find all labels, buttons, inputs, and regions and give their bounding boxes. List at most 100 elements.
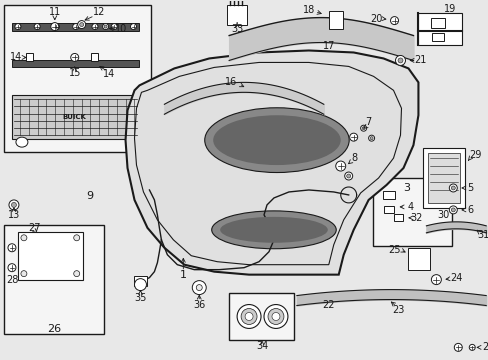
Text: 17: 17 xyxy=(322,41,334,50)
Bar xyxy=(372,178,451,246)
Text: 14: 14 xyxy=(102,69,115,80)
Text: 15: 15 xyxy=(68,68,81,78)
Circle shape xyxy=(192,281,206,294)
Text: 5: 5 xyxy=(466,183,472,193)
Circle shape xyxy=(8,244,16,252)
Text: 2: 2 xyxy=(481,342,488,352)
Bar xyxy=(431,32,444,41)
Circle shape xyxy=(78,21,85,28)
Circle shape xyxy=(448,206,456,214)
Bar xyxy=(18,232,82,280)
Circle shape xyxy=(344,172,352,180)
Circle shape xyxy=(369,137,372,140)
Circle shape xyxy=(15,24,21,30)
Circle shape xyxy=(368,135,374,141)
Text: 28: 28 xyxy=(6,275,18,285)
Text: 1: 1 xyxy=(180,270,186,280)
Circle shape xyxy=(74,235,80,241)
Bar xyxy=(328,11,342,28)
Text: 3: 3 xyxy=(402,183,409,193)
Text: 20: 20 xyxy=(369,14,382,24)
Circle shape xyxy=(395,55,405,66)
Text: 9: 9 xyxy=(86,191,93,201)
Circle shape xyxy=(34,24,40,30)
Text: 31: 31 xyxy=(476,230,488,240)
Text: 7: 7 xyxy=(365,117,371,127)
Ellipse shape xyxy=(211,211,336,249)
Text: 23: 23 xyxy=(391,305,404,315)
Polygon shape xyxy=(125,50,418,275)
Bar xyxy=(4,5,151,152)
Bar xyxy=(423,148,464,208)
Bar xyxy=(91,54,98,62)
Circle shape xyxy=(8,264,16,272)
Circle shape xyxy=(450,208,454,212)
Bar xyxy=(407,248,429,270)
Bar xyxy=(12,95,139,139)
Circle shape xyxy=(104,25,107,28)
Ellipse shape xyxy=(220,217,327,243)
Bar xyxy=(418,13,461,45)
Text: 11: 11 xyxy=(49,6,61,17)
Circle shape xyxy=(74,271,80,276)
Circle shape xyxy=(134,279,146,291)
Bar xyxy=(383,206,393,213)
Circle shape xyxy=(468,345,474,350)
Ellipse shape xyxy=(204,108,348,172)
Bar xyxy=(430,18,445,28)
Circle shape xyxy=(450,186,454,190)
Circle shape xyxy=(71,54,79,62)
Bar xyxy=(26,54,33,62)
Text: 19: 19 xyxy=(443,4,455,14)
Circle shape xyxy=(130,24,136,30)
Circle shape xyxy=(349,133,357,141)
Circle shape xyxy=(397,58,402,63)
Circle shape xyxy=(264,305,287,328)
Text: 14: 14 xyxy=(10,53,22,62)
Text: 25: 25 xyxy=(387,245,400,255)
Circle shape xyxy=(80,23,83,27)
Circle shape xyxy=(196,285,202,291)
Text: 27: 27 xyxy=(29,223,41,233)
Text: 26: 26 xyxy=(47,324,61,334)
Text: 34: 34 xyxy=(255,341,267,351)
Circle shape xyxy=(51,23,59,31)
Circle shape xyxy=(9,200,19,210)
Circle shape xyxy=(244,312,252,320)
Circle shape xyxy=(362,127,365,130)
Circle shape xyxy=(448,184,456,192)
Circle shape xyxy=(241,309,257,324)
Circle shape xyxy=(102,24,108,30)
Circle shape xyxy=(335,161,345,171)
Ellipse shape xyxy=(16,137,28,147)
Ellipse shape xyxy=(213,115,340,165)
Text: 10: 10 xyxy=(115,23,127,33)
Circle shape xyxy=(11,202,17,207)
Circle shape xyxy=(111,24,117,30)
Circle shape xyxy=(237,305,261,328)
Bar xyxy=(227,5,246,24)
Bar xyxy=(382,191,394,199)
Circle shape xyxy=(271,312,280,320)
Circle shape xyxy=(53,24,60,30)
Text: 16: 16 xyxy=(224,77,237,87)
Text: 35: 35 xyxy=(134,293,146,302)
Circle shape xyxy=(430,275,441,285)
Bar xyxy=(393,214,403,221)
Text: 29: 29 xyxy=(468,150,480,160)
Circle shape xyxy=(360,125,366,131)
Text: 22: 22 xyxy=(322,300,334,310)
Bar xyxy=(229,293,293,341)
Circle shape xyxy=(267,309,284,324)
Bar xyxy=(12,60,139,67)
Circle shape xyxy=(346,174,350,178)
Circle shape xyxy=(453,343,461,351)
Text: 6: 6 xyxy=(466,205,472,215)
Bar xyxy=(12,23,139,31)
Circle shape xyxy=(21,235,27,241)
Text: 30: 30 xyxy=(436,210,448,220)
Bar xyxy=(133,276,147,285)
Text: 32: 32 xyxy=(409,213,422,223)
Circle shape xyxy=(73,24,79,30)
Text: 21: 21 xyxy=(413,55,426,66)
